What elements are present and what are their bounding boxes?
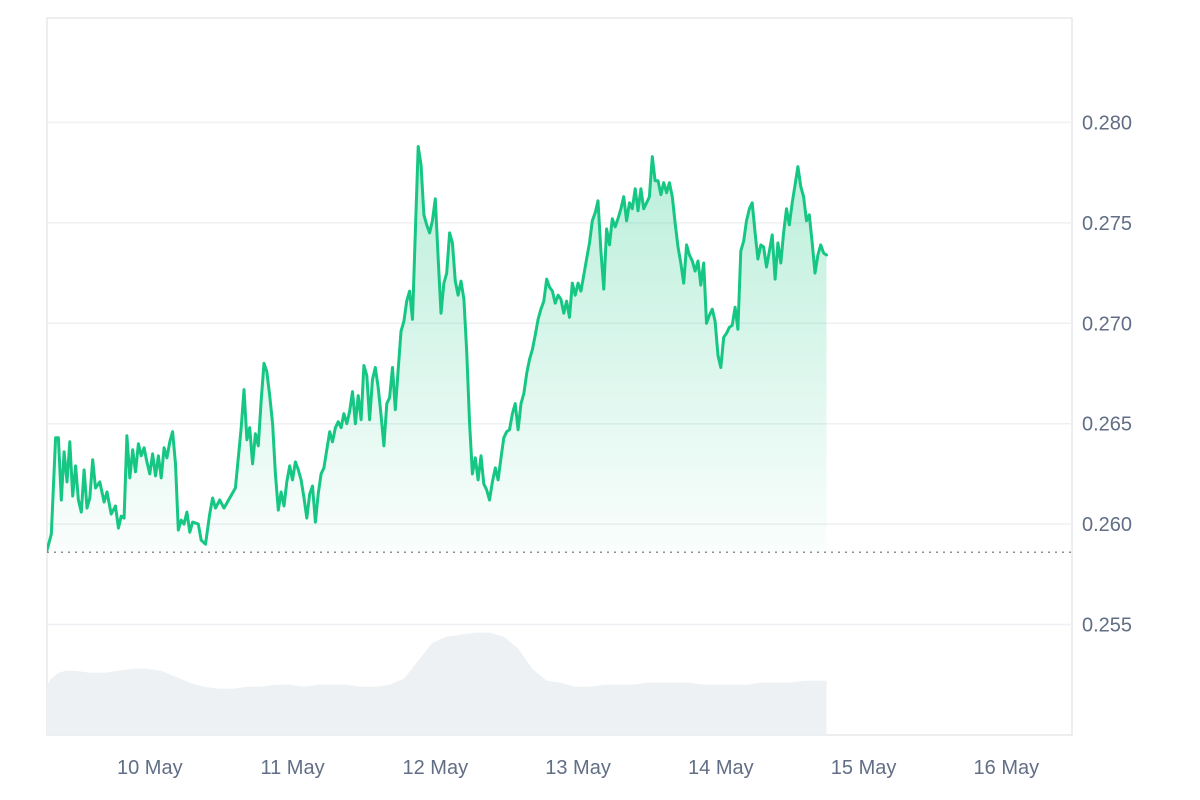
volume-area: [47, 632, 827, 735]
price-line: [47, 145, 828, 552]
y-tick-label: 0.275: [1082, 213, 1132, 235]
x-tick-label: 14 May: [688, 757, 754, 779]
y-axis-ticks: 0.255 0.260 0.265 0.270 0.275 0.280: [1082, 112, 1132, 636]
y-tick-label: 0.255: [1082, 615, 1132, 637]
y-tick-label: 0.270: [1082, 313, 1132, 335]
x-tick-label: 13 May: [545, 757, 611, 779]
y-tick-label: 0.265: [1082, 414, 1132, 436]
x-axis-ticks: 10 May 11 May 12 May 13 May 14 May 15 May 16 M…: [117, 757, 1039, 779]
x-tick-label: 10 May: [117, 757, 183, 779]
y-tick-label: 0.280: [1082, 112, 1132, 134]
price-area-fill: [47, 146, 827, 553]
y-tick-label: 0.260: [1082, 514, 1132, 536]
x-tick-label: 16 May: [974, 757, 1040, 779]
x-tick-label: 15 May: [831, 757, 897, 779]
x-tick-label: 12 May: [403, 757, 469, 779]
x-tick-label: 11 May: [260, 757, 324, 779]
